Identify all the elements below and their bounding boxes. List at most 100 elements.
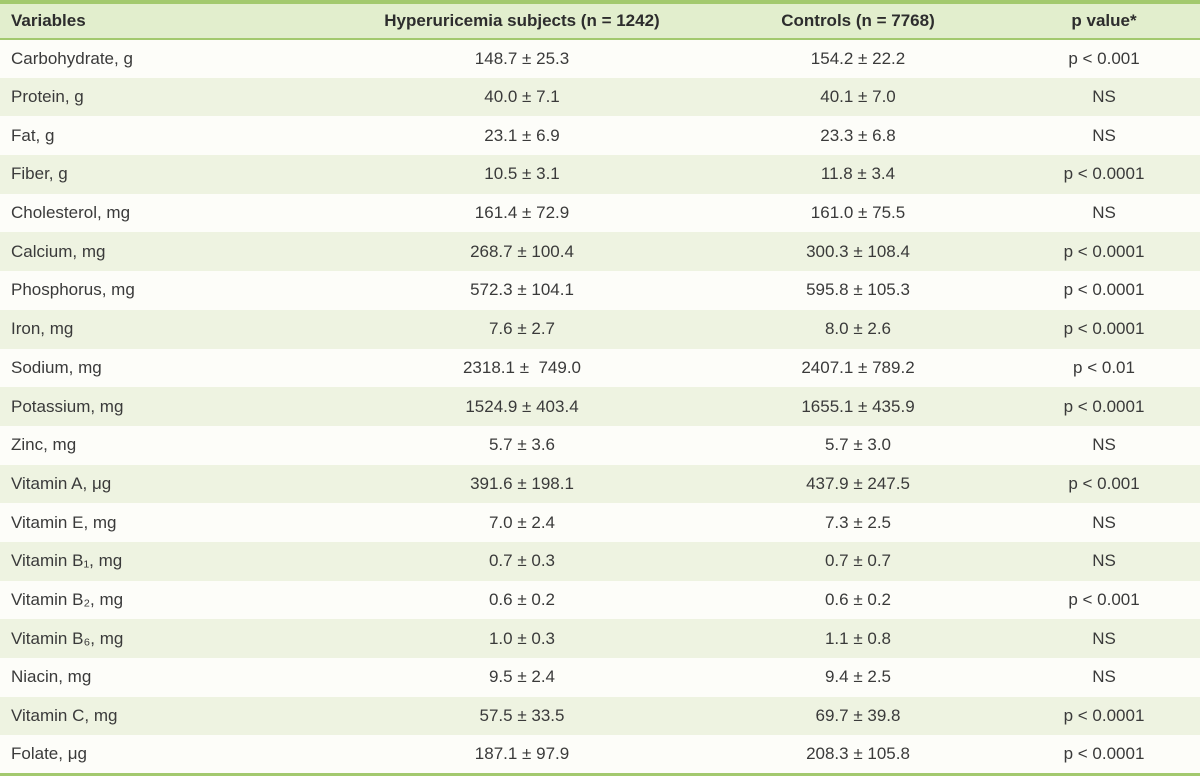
table-row: Cholesterol, mg 161.4 ± 72.9 161.0 ± 75.… bbox=[0, 193, 1200, 233]
p-value-cell: NS bbox=[1092, 551, 1116, 571]
table-row: Iron, mg 7.6 ± 2.7 8.0 ± 2.6 p < 0.0001 bbox=[0, 309, 1200, 349]
variable-cell: Folate, μg bbox=[11, 743, 87, 763]
hyperuricemia-value-cell: 1.0 ± 0.3 bbox=[488, 628, 556, 648]
table-row: Fiber, g 10.5 ± 3.1 11.8 ± 3.4 p < 0.000… bbox=[0, 155, 1200, 194]
controls-value-cell: 300.3 ± 108.4 bbox=[806, 241, 910, 261]
controls-value-cell: 595.8 ± 105.3 bbox=[806, 280, 910, 300]
controls-value-cell: 7.3 ± 2.5 bbox=[824, 512, 892, 532]
hyperuricemia-value-cell: 9.5 ± 2.4 bbox=[488, 667, 556, 687]
hyperuricemia-value-cell: 161.4 ± 72.9 bbox=[474, 203, 570, 223]
p-value-cell: p < 0.0001 bbox=[1063, 743, 1145, 763]
p-value-cell: NS bbox=[1092, 87, 1116, 107]
variable-cell: Vitamin C, mg bbox=[11, 706, 118, 726]
variable-cell: Vitamin A, μg bbox=[11, 473, 112, 493]
variable-cell: Vitamin E, mg bbox=[11, 512, 117, 532]
p-value-cell: p < 0.0001 bbox=[1063, 241, 1145, 261]
table-row: Potassium, mg 1524.9 ± 403.4 1655.1 ± 43… bbox=[0, 387, 1200, 426]
controls-value-cell: 69.7 ± 39.8 bbox=[815, 706, 901, 726]
variable-cell: Carbohydrate, g bbox=[11, 48, 133, 68]
variable-cell: Zinc, mg bbox=[11, 435, 77, 455]
variable-cell: Phosphorus, mg bbox=[11, 280, 135, 300]
controls-value-cell: 9.4 ± 2.5 bbox=[824, 667, 892, 687]
table-row: Fat, g 23.1 ± 6.9 23.3 ± 6.8 NS bbox=[0, 116, 1200, 156]
p-value-cell: NS bbox=[1092, 435, 1116, 455]
variable-cell: Sodium, mg bbox=[11, 357, 102, 377]
p-value-cell: NS bbox=[1092, 203, 1116, 223]
p-value-cell: NS bbox=[1092, 512, 1116, 532]
hyperuricemia-value-cell: 40.0 ± 7.1 bbox=[484, 87, 560, 107]
table-row: Vitamin B₂, mg 0.6 ± 0.2 0.6 ± 0.2 p < 0… bbox=[0, 580, 1200, 620]
variable-cell: Vitamin B₆, mg bbox=[11, 628, 124, 648]
variable-cell: Calcium, mg bbox=[11, 241, 106, 261]
controls-value-cell: 0.6 ± 0.2 bbox=[824, 589, 892, 609]
controls-value-cell: 40.1 ± 7.0 bbox=[820, 87, 896, 107]
hyperuricemia-value-cell: 1524.9 ± 403.4 bbox=[465, 396, 579, 416]
variable-cell: Vitamin B₂, mg bbox=[11, 589, 124, 609]
column-header-variables: Variables bbox=[0, 2, 336, 40]
variable-cell: Vitamin B₁, mg bbox=[11, 551, 123, 571]
controls-value-cell: 437.9 ± 247.5 bbox=[806, 473, 910, 493]
controls-value-cell: 1655.1 ± 435.9 bbox=[801, 396, 915, 416]
hyperuricemia-value-cell: 187.1 ± 97.9 bbox=[474, 743, 570, 763]
p-value-cell: p < 0.001 bbox=[1068, 589, 1140, 609]
variable-cell: Iron, mg bbox=[11, 319, 74, 339]
column-header-hyperuricemia: Hyperuricemia subjects (n = 1242) bbox=[336, 2, 708, 40]
hyperuricemia-value-cell: 57.5 ± 33.5 bbox=[479, 706, 565, 726]
table-row: Vitamin A, μg 391.6 ± 198.1 437.9 ± 247.… bbox=[0, 464, 1200, 504]
column-header-controls: Controls (n = 7768) bbox=[708, 2, 1008, 40]
hyperuricemia-value-cell: 148.7 ± 25.3 bbox=[474, 48, 570, 68]
hyperuricemia-value-cell: 2318.1 ± 749.0 bbox=[462, 357, 582, 377]
table-row: Vitamin B₆, mg 1.0 ± 0.3 1.1 ± 0.8 NS bbox=[0, 619, 1200, 658]
controls-value-cell: 154.2 ± 22.2 bbox=[810, 48, 906, 68]
variable-cell: Protein, g bbox=[11, 87, 84, 107]
table-row: Sodium, mg 2318.1 ± 749.0 2407.1 ± 789.2… bbox=[0, 348, 1200, 388]
table-row: Vitamin B₁, mg 0.7 ± 0.3 0.7 ± 0.7 NS bbox=[0, 541, 1200, 581]
variable-cell: Potassium, mg bbox=[11, 396, 124, 416]
hyperuricemia-value-cell: 268.7 ± 100.4 bbox=[470, 241, 574, 261]
hyperuricemia-value-cell: 5.7 ± 3.6 bbox=[488, 435, 556, 455]
controls-value-cell: 161.0 ± 75.5 bbox=[810, 203, 906, 223]
hyperuricemia-value-cell: 7.0 ± 2.4 bbox=[488, 512, 556, 532]
table-row: Phosphorus, mg 572.3 ± 104.1 595.8 ± 105… bbox=[0, 271, 1200, 310]
p-value-cell: NS bbox=[1092, 628, 1116, 648]
hyperuricemia-value-cell: 391.6 ± 198.1 bbox=[470, 473, 574, 493]
table-row: Protein, g 40.0 ± 7.1 40.1 ± 7.0 NS bbox=[0, 77, 1200, 117]
p-value-cell: p < 0.001 bbox=[1068, 48, 1140, 68]
p-value-cell: p < 0.01 bbox=[1073, 357, 1135, 377]
table-header: Variables Hyperuricemia subjects (n = 12… bbox=[0, 2, 1200, 40]
variable-cell: Cholesterol, mg bbox=[11, 203, 131, 223]
table-row: Vitamin E, mg 7.0 ± 2.4 7.3 ± 2.5 NS bbox=[0, 503, 1200, 542]
p-value-cell: p < 0.001 bbox=[1068, 473, 1140, 493]
table-row: Carbohydrate, g 148.7 ± 25.3 154.2 ± 22.… bbox=[0, 39, 1200, 78]
controls-value-cell: 0.7 ± 0.7 bbox=[824, 551, 892, 571]
hyperuricemia-value-cell: 23.1 ± 6.9 bbox=[484, 125, 560, 145]
controls-value-cell: 5.7 ± 3.0 bbox=[824, 435, 892, 455]
table-row: Vitamin C, mg 57.5 ± 33.5 69.7 ± 39.8 p … bbox=[0, 696, 1200, 736]
controls-value-cell: 11.8 ± 3.4 bbox=[820, 164, 896, 184]
hyperuricemia-value-cell: 0.7 ± 0.3 bbox=[488, 551, 556, 571]
table-row: Calcium, mg 268.7 ± 100.4 300.3 ± 108.4 … bbox=[0, 232, 1200, 272]
variable-cell: Fat, g bbox=[11, 125, 55, 145]
p-value-cell: NS bbox=[1092, 667, 1116, 687]
p-value-cell: p < 0.0001 bbox=[1063, 319, 1145, 339]
table-body: Carbohydrate, g 148.7 ± 25.3 154.2 ± 22.… bbox=[0, 39, 1200, 775]
controls-value-cell: 23.3 ± 6.8 bbox=[820, 125, 896, 145]
controls-value-cell: 8.0 ± 2.6 bbox=[824, 319, 892, 339]
table-row: Zinc, mg 5.7 ± 3.6 5.7 ± 3.0 NS bbox=[0, 425, 1200, 465]
controls-value-cell: 2407.1 ± 789.2 bbox=[801, 357, 915, 377]
controls-value-cell: 1.1 ± 0.8 bbox=[824, 628, 892, 648]
table-row: Niacin, mg 9.5 ± 2.4 9.4 ± 2.5 NS bbox=[0, 658, 1200, 697]
hyperuricemia-value-cell: 0.6 ± 0.2 bbox=[488, 589, 556, 609]
p-value-cell: p < 0.0001 bbox=[1063, 396, 1145, 416]
hyperuricemia-value-cell: 10.5 ± 3.1 bbox=[484, 164, 560, 184]
p-value-cell: p < 0.0001 bbox=[1063, 706, 1145, 726]
p-value-cell: p < 0.0001 bbox=[1063, 164, 1145, 184]
p-value-cell: p < 0.0001 bbox=[1063, 280, 1145, 300]
variable-cell: Fiber, g bbox=[11, 164, 68, 184]
p-value-cell: NS bbox=[1092, 125, 1116, 145]
hyperuricemia-value-cell: 7.6 ± 2.7 bbox=[488, 319, 556, 339]
table-row: Folate, μg 187.1 ± 97.9 208.3 ± 105.8 p … bbox=[0, 735, 1200, 775]
header-row: Variables Hyperuricemia subjects (n = 12… bbox=[0, 2, 1200, 40]
column-header-p-value: p value* bbox=[1008, 2, 1200, 40]
